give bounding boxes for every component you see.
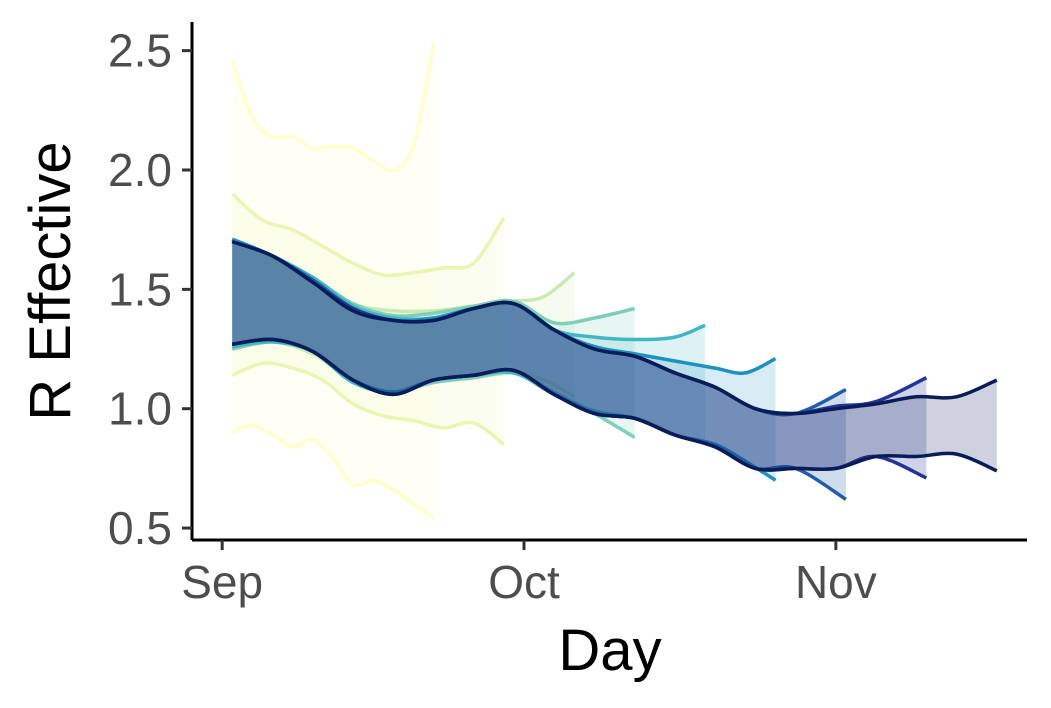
y-tick-label: 1.0 xyxy=(108,383,172,435)
y-tick-label: 2.5 xyxy=(108,25,172,77)
y-axis-ticks: 0.5 1.0 1.5 2.0 2.5 xyxy=(108,25,192,554)
series-6-band xyxy=(232,239,776,481)
x-tick-label: Sep xyxy=(181,556,263,608)
series-2-lower-line xyxy=(231,361,505,446)
x-tick-label: Oct xyxy=(488,556,560,608)
series-2-upper-line xyxy=(231,192,506,278)
series-9-upper-line xyxy=(231,239,998,416)
series-8-band xyxy=(232,241,927,478)
y-tick-label: 0.5 xyxy=(108,502,172,554)
y-tick-label: 2.0 xyxy=(108,144,172,196)
series-4-band xyxy=(232,239,635,438)
y-axis-title: R Effective xyxy=(18,141,83,420)
series-7-band xyxy=(232,241,846,500)
series-5-band xyxy=(232,239,706,443)
x-axis-ticks: Sep Oct Nov xyxy=(181,540,877,608)
y-tick-label: 1.5 xyxy=(108,263,172,315)
x-axis-title: Day xyxy=(558,618,661,683)
series-layer xyxy=(230,43,998,520)
series-1-upper-line xyxy=(230,43,436,173)
series-1-lower-line xyxy=(231,423,435,520)
x-tick-label: Nov xyxy=(795,556,877,608)
series-9-lower-line xyxy=(231,337,998,473)
series-1-band xyxy=(232,43,434,519)
